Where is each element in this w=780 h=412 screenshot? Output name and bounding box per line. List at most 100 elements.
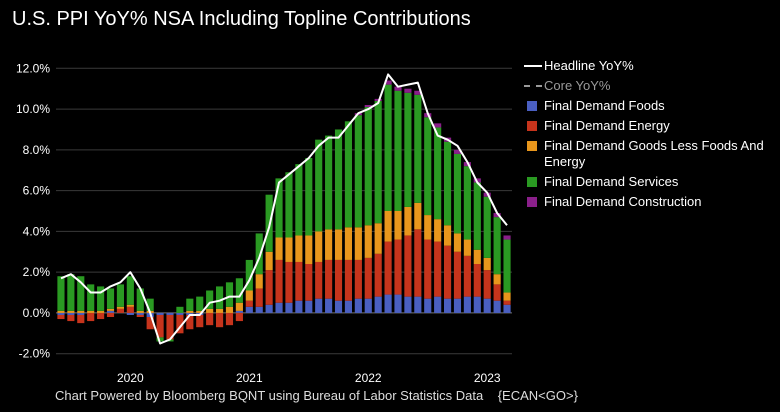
bar-segment-final-demand-foods — [364, 298, 372, 313]
bar-segment-final-demand-services — [285, 172, 293, 238]
bar-segment-final-demand-energy — [116, 308, 125, 313]
bar-segment-final-demand-services — [315, 139, 323, 232]
bar-segment-final-demand-energy — [275, 259, 283, 303]
bar-segment-final-demand-services — [384, 84, 392, 211]
bar-segment-final-demand-services — [146, 298, 154, 311]
y-tick-label: 4.0% — [23, 224, 51, 238]
bar-segment-final-demand-goods-less-foods-and-energy — [196, 310, 204, 313]
bar-segment-final-demand-energy — [384, 241, 392, 295]
bar-segment-final-demand-goods-less-foods-and-energy — [295, 235, 303, 262]
bar-segment-final-demand-goods-less-foods-and-energy — [334, 229, 343, 260]
bar-segment-final-demand-energy — [414, 229, 422, 297]
bar-segment-final-demand-foods — [57, 312, 65, 315]
bar-segment-final-demand-energy — [354, 259, 362, 299]
bar-segment-final-demand-services — [453, 153, 462, 234]
bar-segment-final-demand-services — [275, 178, 283, 238]
bar-segment-final-demand-foods — [295, 300, 303, 313]
bar-segment-final-demand-services — [483, 196, 491, 258]
bar-segment-final-demand-energy — [424, 239, 432, 299]
bar-segment-final-demand-energy — [196, 314, 204, 328]
bar-segment-final-demand-construction — [404, 88, 412, 93]
bar-segment-final-demand-energy — [87, 312, 95, 322]
bar-segment-final-demand-goods-less-foods-and-energy — [206, 308, 214, 313]
bar-segment-final-demand-energy — [463, 255, 471, 297]
bar-segment-final-demand-services — [206, 290, 214, 309]
y-tick-label: 6.0% — [23, 184, 51, 198]
bar-segment-final-demand-energy — [285, 261, 293, 303]
legend-item: Final Demand Services — [522, 174, 774, 190]
bar-segment-final-demand-goods-less-foods-and-energy — [305, 235, 313, 264]
bar-segment-final-demand-energy — [305, 264, 313, 301]
legend-swatch — [522, 58, 544, 74]
bar-segment-final-demand-services — [106, 288, 115, 309]
bar-segment-final-demand-goods-less-foods-and-energy — [136, 310, 144, 313]
bar-segment-final-demand-goods-less-foods-and-energy — [443, 225, 452, 246]
bar-segment-final-demand-construction — [453, 149, 462, 154]
bar-segment-final-demand-services — [334, 129, 343, 230]
legend-swatch — [522, 118, 544, 134]
bar-segment-final-demand-goods-less-foods-and-energy — [434, 219, 442, 242]
bar-segment-final-demand-goods-less-foods-and-energy — [414, 202, 422, 230]
bar-segment-final-demand-foods — [334, 300, 343, 313]
bar-segment-final-demand-foods — [136, 312, 144, 315]
bar-segment-final-demand-goods-less-foods-and-energy — [453, 233, 462, 252]
bar-segment-final-demand-services — [414, 94, 422, 203]
bar-segment-final-demand-services — [215, 286, 224, 309]
bar-segment-final-demand-foods — [265, 304, 273, 313]
bar-segment-final-demand-foods — [344, 300, 353, 313]
legend-item: Headline YoY% — [522, 58, 774, 74]
bar-segment-final-demand-energy — [374, 253, 382, 297]
legend-label: Headline YoY% — [544, 58, 634, 73]
bar-segment-final-demand-foods — [394, 294, 402, 313]
bar-segment-final-demand-services — [196, 296, 204, 311]
bar-segment-final-demand-foods — [77, 312, 85, 315]
bar-segment-final-demand-energy — [166, 314, 174, 340]
legend: Headline YoY% Core YoY% Final Demand Foods… — [522, 58, 774, 214]
bar-segment-final-demand-foods — [126, 312, 134, 315]
bar-segment-final-demand-foods — [166, 312, 174, 315]
bar-segment-final-demand-goods-less-foods-and-energy — [77, 310, 85, 313]
bar-segment-final-demand-energy — [67, 314, 75, 322]
bar-segment-final-demand-goods-less-foods-and-energy — [473, 249, 481, 264]
legend-item: Final Demand Foods — [522, 98, 774, 114]
bar-segment-final-demand-services — [156, 337, 164, 342]
bar-segment-final-demand-construction — [503, 235, 511, 240]
bar-segment-final-demand-goods-less-foods-and-energy — [97, 310, 105, 313]
bar-segment-final-demand-energy — [404, 235, 412, 297]
bar-segment-final-demand-energy — [315, 261, 323, 299]
bar-segment-final-demand-goods-less-foods-and-energy — [87, 310, 95, 313]
bar-segment-final-demand-energy — [77, 314, 85, 324]
bar-segment-final-demand-energy — [483, 270, 491, 299]
bar-segment-final-demand-services — [305, 158, 313, 236]
bar-segment-final-demand-goods-less-foods-and-energy — [344, 227, 353, 260]
bar-segment-final-demand-services — [295, 164, 303, 236]
bar-segment-final-demand-foods — [434, 296, 442, 313]
bar-segment-final-demand-services — [473, 182, 481, 250]
bar-segment-final-demand-goods-less-foods-and-energy — [384, 211, 392, 242]
legend-item: Final Demand Goods Less Foods And Energy — [522, 138, 774, 170]
bar-segment-final-demand-goods-less-foods-and-energy — [394, 211, 402, 240]
legend-swatch — [522, 174, 544, 190]
x-tick-label: 2021 — [236, 371, 263, 385]
bar-segment-final-demand-energy — [126, 306, 134, 313]
bar-segment-final-demand-goods-less-foods-and-energy — [424, 215, 432, 240]
bar-segment-final-demand-goods-less-foods-and-energy — [255, 274, 263, 289]
line-headline-yoy- — [60, 73, 508, 345]
bar-segment-final-demand-energy — [215, 312, 224, 328]
bar-segment-final-demand-energy — [434, 241, 442, 297]
bar-segment-final-demand-services — [245, 259, 253, 291]
bar-segment-final-demand-energy — [97, 312, 105, 320]
x-tick-label: 2023 — [474, 371, 501, 385]
legend-swatch — [522, 138, 544, 154]
bar-segment-final-demand-services — [176, 306, 184, 313]
bar-segment-final-demand-goods-less-foods-and-energy — [275, 237, 283, 260]
bar-segment-final-demand-services — [255, 233, 263, 275]
bar-segment-final-demand-energy — [245, 300, 253, 307]
bar-segment-final-demand-services — [67, 274, 75, 311]
bar-segment-final-demand-services — [493, 217, 501, 275]
bar-segment-final-demand-energy — [146, 317, 154, 330]
y-tick-label: 8.0% — [23, 143, 51, 157]
bar-segment-final-demand-goods-less-foods-and-energy — [215, 308, 224, 313]
bar-segment-final-demand-services — [434, 127, 442, 220]
